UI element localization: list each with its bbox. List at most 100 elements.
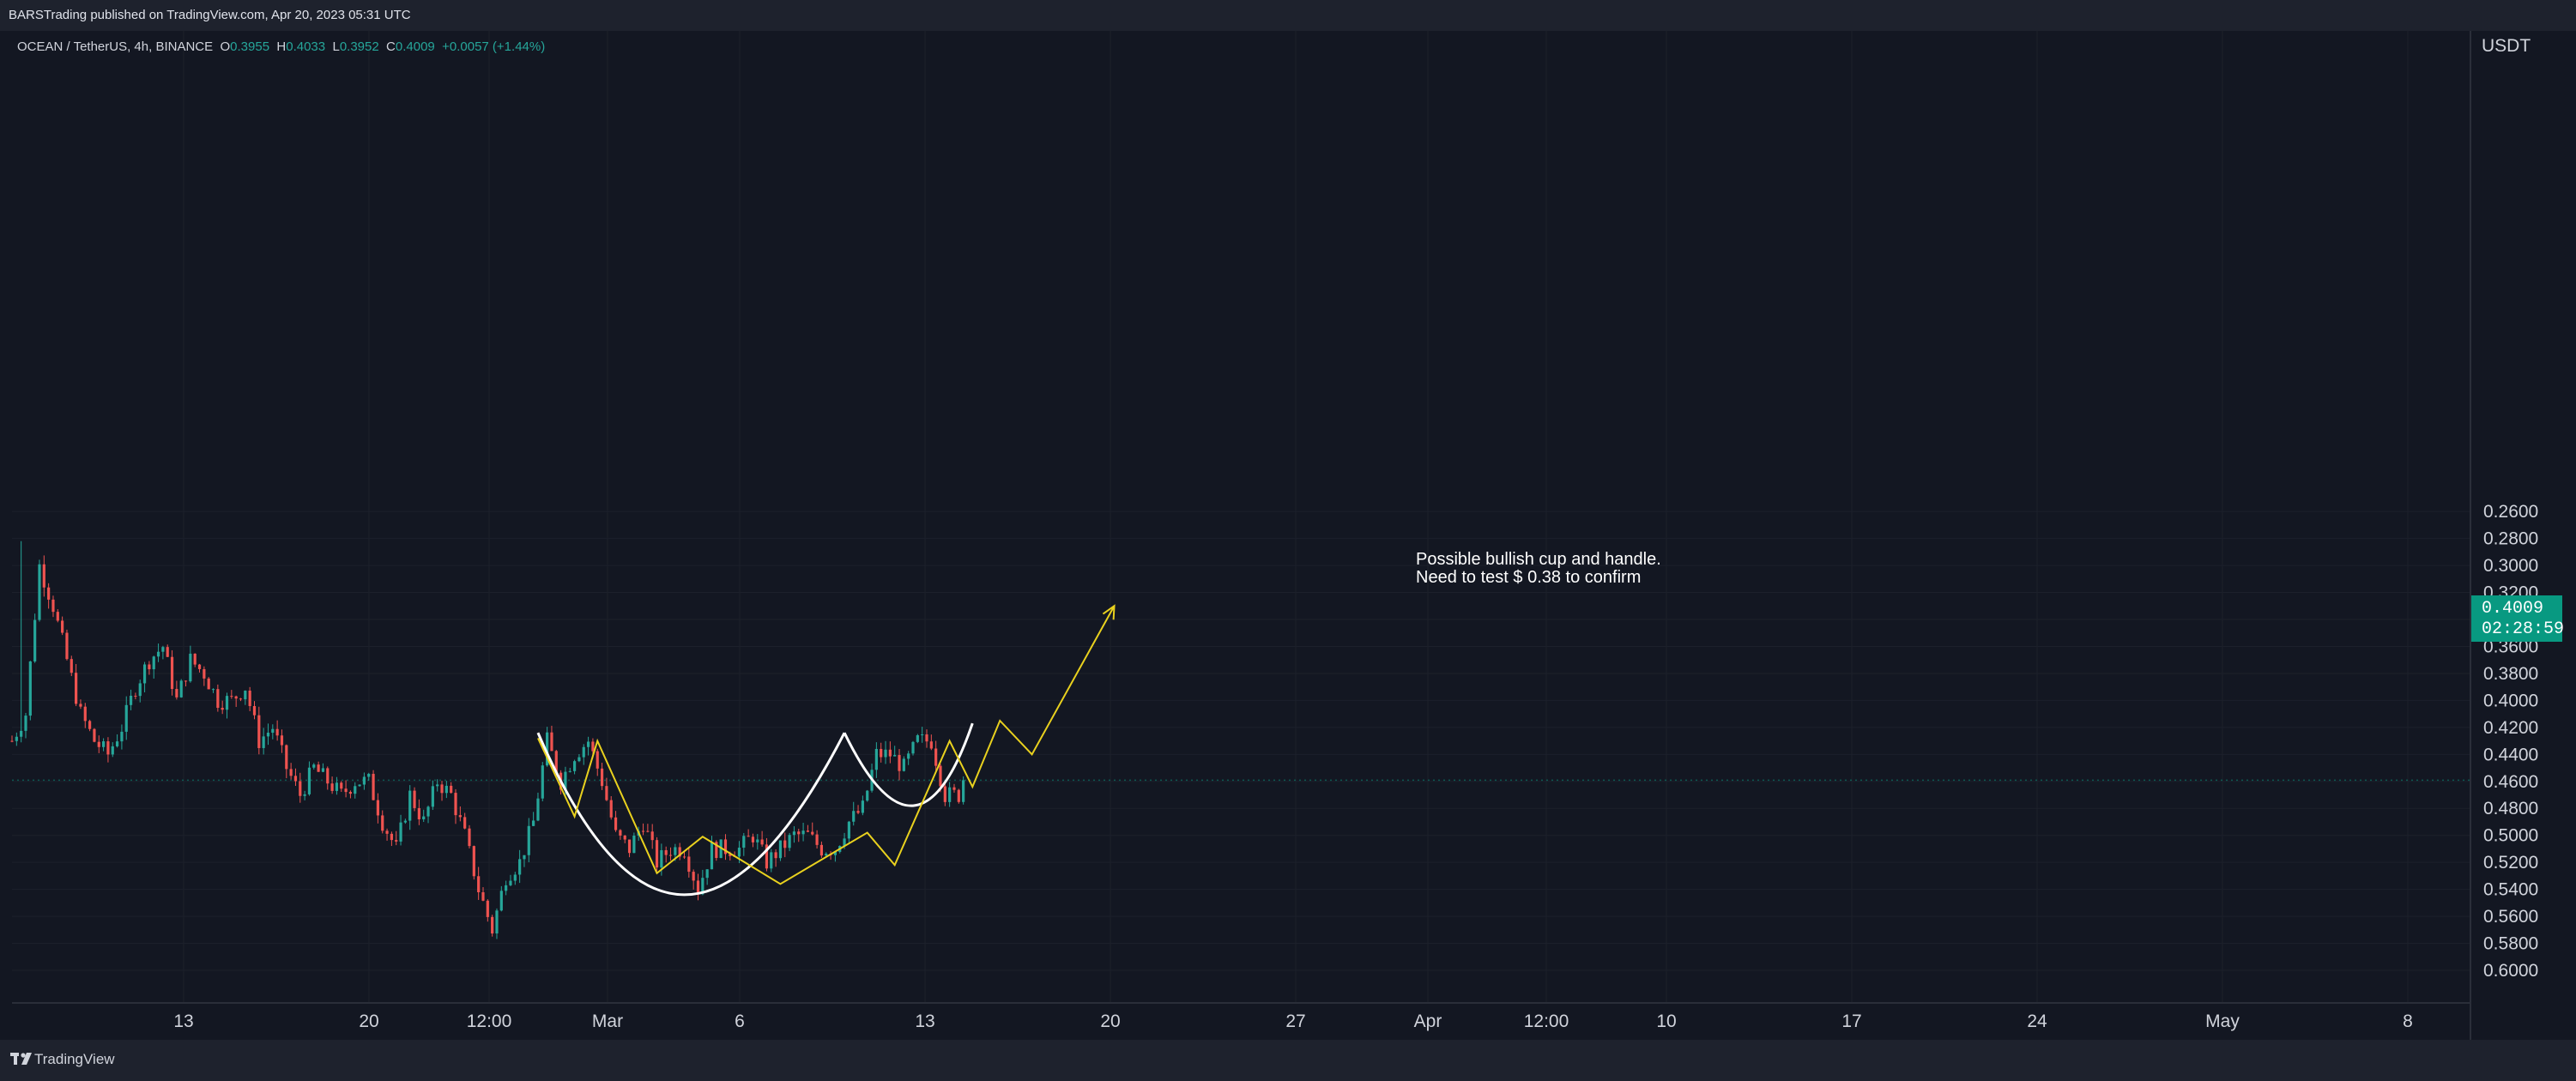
candle-body <box>632 835 636 854</box>
candle-body <box>929 741 933 749</box>
currency-label[interactable]: USDT <box>2482 36 2531 56</box>
candle-body <box>42 564 45 588</box>
annotation-line-2[interactable]: Need to test $ 0.38 to confirm <box>1416 568 1641 587</box>
candle-body <box>568 770 571 772</box>
candle-body <box>362 776 366 785</box>
candle-body <box>536 798 540 821</box>
price-chart[interactable]: Possible bullish cup and handle. Need to… <box>0 31 2471 1040</box>
drawings[interactable] <box>536 604 1116 897</box>
candle-body <box>413 790 416 808</box>
brand-label[interactable]: TradingView <box>34 1051 115 1067</box>
candle-body <box>468 828 471 847</box>
candle-body <box>385 830 389 834</box>
close-value: 0.4009 <box>395 39 435 54</box>
candle-body <box>216 689 220 709</box>
candle-body <box>852 811 856 822</box>
candle-body <box>303 794 306 796</box>
candle-body <box>682 856 686 858</box>
candle-body <box>156 651 160 657</box>
candle-body <box>299 781 302 796</box>
candle-body <box>797 831 801 835</box>
candle-body <box>678 847 681 857</box>
low-label: L <box>332 39 340 54</box>
candle-body <box>106 741 110 755</box>
candle-body <box>115 741 119 746</box>
candle-body <box>701 878 704 895</box>
candle-body <box>934 748 938 766</box>
candle-body <box>79 704 82 707</box>
projection-path[interactable] <box>537 605 1116 885</box>
candle-body <box>88 721 92 729</box>
candle-body <box>97 741 100 747</box>
candle-body <box>285 745 288 770</box>
time-tick-label: 6 <box>735 1012 745 1031</box>
annotation-line-1[interactable]: Possible bullish cup and handle. <box>1416 550 1661 569</box>
candle-body <box>403 820 407 823</box>
candle-body <box>874 748 878 770</box>
candle-body <box>925 734 928 742</box>
candle-body <box>444 785 448 794</box>
price-axis-border <box>2470 31 2471 1054</box>
candle-body <box>170 656 174 690</box>
price-tick-label: 0.4800 <box>2483 799 2538 818</box>
candle-body <box>280 735 284 746</box>
candle-body <box>239 698 243 700</box>
candle-body <box>847 821 850 839</box>
time-axis[interactable]: 13 20 12:00 Mar 6 13 20 27 Apr 12:00 10 17 24 May 8 <box>173 1012 2413 1031</box>
candle-body <box>463 817 467 829</box>
candle-body <box>911 741 915 754</box>
change-value: +0.0057 (+1.44%) <box>442 39 546 54</box>
candle-body <box>605 786 608 800</box>
candle-body <box>655 840 659 868</box>
candle-body <box>381 815 384 831</box>
candle-body <box>436 784 439 787</box>
candle-body <box>330 783 334 791</box>
candle-body <box>792 831 796 836</box>
candle-body <box>70 659 73 673</box>
candle-body <box>38 564 41 620</box>
time-tick-label: Apr <box>1414 1012 1442 1031</box>
candle-body <box>266 733 270 737</box>
time-tick-label: 13 <box>915 1012 934 1031</box>
price-axis[interactable]: 0.6000 0.5800 0.5600 0.5400 0.5200 0.5000 0.48… <box>2471 31 2576 1040</box>
candle-body <box>307 767 311 794</box>
candle-body <box>788 835 791 848</box>
candle-body <box>262 736 265 748</box>
candle-body <box>505 885 508 891</box>
candle-body <box>898 755 901 771</box>
cup-curve[interactable] <box>536 732 846 897</box>
projection-arrowhead[interactable] <box>1102 604 1116 620</box>
high-value: 0.4033 <box>286 39 326 54</box>
candle-body <box>124 704 128 732</box>
time-axis-border <box>12 1002 2470 1004</box>
candle-body <box>248 690 251 706</box>
candle-body <box>550 732 553 752</box>
candle-body <box>765 844 769 869</box>
candle-body <box>729 854 732 856</box>
candle-body <box>888 749 892 757</box>
candle-body <box>623 835 626 840</box>
candle-body <box>102 741 106 747</box>
candle-body <box>417 807 420 819</box>
candle-body <box>10 740 14 742</box>
tradingview-logo-icon[interactable] <box>10 1052 36 1066</box>
candle-body <box>321 768 325 772</box>
candle-body <box>120 731 124 742</box>
candle-body <box>513 874 517 881</box>
candle-body <box>134 695 137 697</box>
candle-body <box>450 785 453 794</box>
candle-body <box>614 817 618 830</box>
candle-body <box>111 746 114 755</box>
candle-body <box>358 784 361 787</box>
high-label: H <box>276 39 287 54</box>
candle-body <box>225 696 229 710</box>
candle-body <box>770 852 773 869</box>
candle-body <box>692 872 695 881</box>
time-tick-label: 12:00 <box>467 1012 512 1031</box>
symbol-label[interactable]: OCEAN / TetherUS, 4h, BINANCE <box>17 39 214 54</box>
candle-body <box>952 787 956 790</box>
price-tick-label: 0.5400 <box>2483 880 2538 900</box>
candle-body <box>660 849 663 868</box>
price-tick-label: 0.4600 <box>2483 772 2538 792</box>
time-tick-label: 17 <box>1841 1012 1861 1031</box>
